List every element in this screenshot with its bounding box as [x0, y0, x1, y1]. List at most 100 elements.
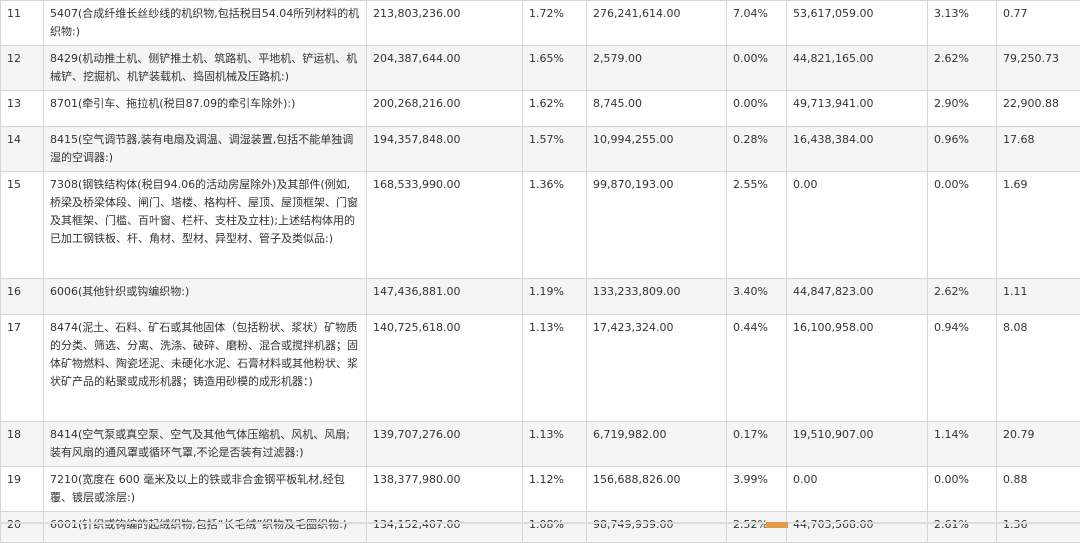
- hs-code-description: 8415(空气调节器,装有电扇及调温、调湿装置,包括不能单独调湿的空调器:): [44, 127, 367, 172]
- value-col-1: 134,152,407.00: [367, 512, 523, 543]
- share-col-4: 0.00%: [727, 91, 787, 127]
- ratio-col-7: 8.08: [997, 315, 1080, 422]
- ratio-col-7: 79,250.73: [997, 46, 1080, 91]
- hs-code-description: 8414(空气泵或真空泵、空气及其他气体压缩机、风机、风扇;装有风扇的通风罩或循…: [44, 422, 367, 467]
- value-col-5: 49,713,941.00: [787, 91, 928, 127]
- value-col-5: 16,438,384.00: [787, 127, 928, 172]
- value-col-5: 19,510,907.00: [787, 422, 928, 467]
- ratio-col-7: 1.69: [997, 172, 1080, 279]
- value-col-1: 194,357,848.00: [367, 127, 523, 172]
- share-col-2: 1.57%: [523, 127, 587, 172]
- share-col-4: 2.55%: [727, 172, 787, 279]
- hs-code-description: 8429(机动推土机、侧铲推土机、筑路机、平地机、铲运机、机械铲、挖掘机、机铲装…: [44, 46, 367, 91]
- share-col-6: 0.94%: [928, 315, 997, 422]
- ratio-col-7: 17.68: [997, 127, 1080, 172]
- value-col-1: 204,387,644.00: [367, 46, 523, 91]
- value-col-5: 16,100,958.00: [787, 315, 928, 422]
- value-col-5: 53,617,059.00: [787, 1, 928, 46]
- share-col-2: 1.62%: [523, 91, 587, 127]
- value-col-1: 213,803,236.00: [367, 1, 523, 46]
- hs-code-description: 7210(宽度在 600 毫米及以上的铁或非合金钢平板轧材,经包覆、镀层或涂层:…: [44, 467, 367, 512]
- share-col-2: 1.72%: [523, 1, 587, 46]
- ratio-col-7: 22,900.88: [997, 91, 1080, 127]
- row-number: 16: [1, 279, 44, 315]
- hs-code-description: 6006(其他针织或钩编织物:): [44, 279, 367, 315]
- share-col-4: 0.17%: [727, 422, 787, 467]
- value-col-3: 2,579.00: [587, 46, 727, 91]
- value-col-5: 44,703,568.00: [787, 512, 928, 543]
- row-number: 14: [1, 127, 44, 172]
- value-col-3: 10,994,255.00: [587, 127, 727, 172]
- value-col-3: 8,745.00: [587, 91, 727, 127]
- share-col-6: 3.13%: [928, 1, 997, 46]
- share-col-6: 2.62%: [928, 279, 997, 315]
- hs-code-description: 7308(钢铁结构体(税目94.06的活动房屋除外)及其部件(例如,桥梁及桥梁体…: [44, 172, 367, 279]
- share-col-4: 0.44%: [727, 315, 787, 422]
- share-col-2: 1.19%: [523, 279, 587, 315]
- value-col-3: 133,233,809.00: [587, 279, 727, 315]
- value-col-3: 156,688,826.00: [587, 467, 727, 512]
- share-col-6: 2.61%: [928, 512, 997, 543]
- share-col-4: 0.28%: [727, 127, 787, 172]
- share-col-6: 2.90%: [928, 91, 997, 127]
- row-number: 18: [1, 422, 44, 467]
- value-col-3: 98,749,939.00: [587, 512, 727, 543]
- hs-code-description: 5407(合成纤维长丝纱线的机织物,包括税目54.04所列材料的机织物:): [44, 1, 367, 46]
- value-col-5: 44,821,165.00: [787, 46, 928, 91]
- share-col-6: 0.00%: [928, 172, 997, 279]
- hs-code-description: 6001(针织或钩编的起绒织物,包括“长毛绒”织物及毛圈织物:): [44, 512, 367, 543]
- value-col-1: 168,533,990.00: [367, 172, 523, 279]
- bottom-scroll-marker[interactable]: [766, 522, 788, 528]
- value-col-3: 276,241,614.00: [587, 1, 727, 46]
- bottom-scroll-track: [0, 522, 1080, 524]
- share-col-2: 1.13%: [523, 315, 587, 422]
- value-col-3: 6,719,982.00: [587, 422, 727, 467]
- row-number: 15: [1, 172, 44, 279]
- share-col-2: 1.36%: [523, 172, 587, 279]
- share-col-4: 0.00%: [727, 46, 787, 91]
- share-col-6: 0.96%: [928, 127, 997, 172]
- ratio-col-7: 1.11: [997, 279, 1080, 315]
- share-col-6: 1.14%: [928, 422, 997, 467]
- row-number: 17: [1, 315, 44, 422]
- value-col-5: 44,847,823.00: [787, 279, 928, 315]
- value-col-1: 147,436,881.00: [367, 279, 523, 315]
- share-col-4: 3.40%: [727, 279, 787, 315]
- share-col-2: 1.08%: [523, 512, 587, 543]
- hs-code-description: 8474(泥土、石料、矿石或其他固体（包括粉状、浆状）矿物质的分类、筛选、分离、…: [44, 315, 367, 422]
- ratio-col-7: 20.79: [997, 422, 1080, 467]
- hs-code-description: 8701(牵引车、拖拉机(税目87.09的牵引车除外):): [44, 91, 367, 127]
- share-col-6: 0.00%: [928, 467, 997, 512]
- row-number: 12: [1, 46, 44, 91]
- ratio-col-7: 0.88: [997, 467, 1080, 512]
- row-number: 19: [1, 467, 44, 512]
- value-col-1: 200,268,216.00: [367, 91, 523, 127]
- share-col-2: 1.65%: [523, 46, 587, 91]
- value-col-5: 0.00: [787, 467, 928, 512]
- ratio-col-7: 1.36: [997, 512, 1080, 543]
- share-col-4: 7.04%: [727, 1, 787, 46]
- ratio-col-7: 0.77: [997, 1, 1080, 46]
- share-col-2: 1.13%: [523, 422, 587, 467]
- value-col-1: 138,377,980.00: [367, 467, 523, 512]
- row-number: 20: [1, 512, 44, 543]
- value-col-1: 139,707,276.00: [367, 422, 523, 467]
- share-col-2: 1.12%: [523, 467, 587, 512]
- value-col-1: 140,725,618.00: [367, 315, 523, 422]
- row-number: 13: [1, 91, 44, 127]
- value-col-3: 99,870,193.00: [587, 172, 727, 279]
- share-col-4: 3.99%: [727, 467, 787, 512]
- value-col-5: 0.00: [787, 172, 928, 279]
- value-col-3: 17,423,324.00: [587, 315, 727, 422]
